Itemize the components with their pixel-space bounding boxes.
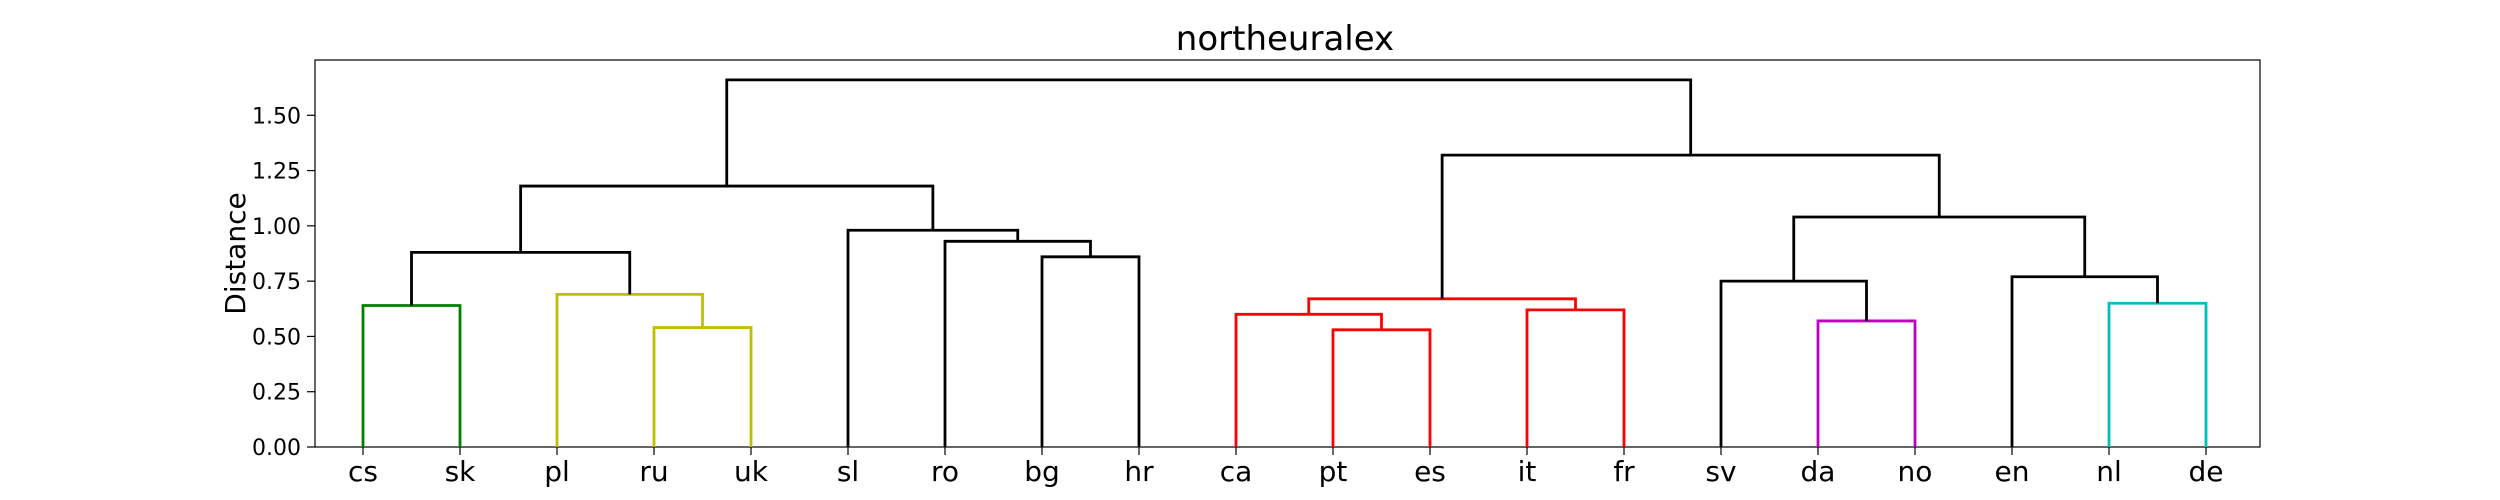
leaf-label-bg: bg — [1024, 455, 1060, 488]
chart-title: northeuralex — [1176, 19, 1394, 59]
dendrogram-link-1 — [652, 326, 753, 447]
leaf-label-pl: pl — [544, 455, 570, 488]
dendrogram-link-8 — [1331, 328, 1432, 447]
y-tick-label: 0.00 — [252, 436, 301, 461]
leaf-label-it: it — [1518, 455, 1537, 488]
y-axis-label: Distance — [219, 192, 252, 314]
dendrogram-link-16 — [1792, 215, 2087, 282]
dendrogram-link-18 — [725, 78, 1693, 187]
leaf-label-sv: sv — [1705, 455, 1736, 488]
dendrogram-link-5 — [943, 239, 1092, 447]
y-axis-ticks: 0.00 0.25 0.50 0.75 1.00 1.25 1.50 — [252, 104, 315, 461]
y-tick-label: 0.50 — [252, 325, 301, 350]
leaf-label-ca: ca — [1220, 455, 1253, 488]
y-tick-label: 0.25 — [252, 381, 301, 406]
leaf-label-cs: cs — [348, 455, 378, 488]
leaf-label-hr: hr — [1124, 455, 1154, 488]
y-tick-label: 0.75 — [252, 270, 301, 295]
dendrogram-link-9 — [1234, 312, 1383, 447]
dendrogram-link-13 — [1719, 279, 1868, 447]
dendrogram-link-14 — [2107, 301, 2208, 447]
dendrogram-link-2 — [555, 293, 704, 447]
dendrogram-link-7 — [519, 184, 935, 253]
dendrogram-link-11 — [1307, 297, 1577, 315]
leaf-label-sk: sk — [445, 455, 477, 488]
leaf-label-es: es — [1414, 455, 1446, 488]
dendrogram-link-4 — [1040, 255, 1141, 447]
dendrogram-link-12 — [1816, 319, 1917, 447]
y-tick-label: 1.25 — [252, 160, 301, 185]
plot-frame — [314, 59, 2261, 448]
y-tick-label: 1.50 — [252, 104, 301, 129]
leaf-label-uk: uk — [734, 455, 769, 488]
leaf-label-da: da — [1801, 455, 1836, 488]
leaf-label-nl: nl — [2096, 455, 2122, 488]
leaf-label-ro: ro — [931, 455, 959, 488]
x-axis-ticks: cs sk pl ru uk sl ro bg hr ca pt es it fr sv da no en nl de — [348, 447, 2224, 488]
dendrogram-link-3 — [410, 250, 632, 306]
leaf-label-sl: sl — [837, 455, 859, 488]
y-tick-label: 1.00 — [252, 215, 301, 240]
plot-area: 0.00 0.25 0.50 0.75 1.00 1.25 1.50 cs sk pl ru uk s… — [252, 59, 2261, 488]
dendrogram-link-10 — [1525, 308, 1626, 447]
leaf-label-fr: fr — [1613, 455, 1635, 488]
leaf-label-en: en — [1995, 455, 2030, 488]
leaf-label-no: no — [1898, 455, 1933, 488]
leaf-label-ru: ru — [639, 455, 668, 488]
dendrogram-link-0 — [361, 304, 462, 447]
dendrogram-link-17 — [1440, 153, 1941, 299]
dendrogram-links — [361, 78, 2208, 447]
leaf-label-de: de — [2189, 455, 2224, 488]
dendrogram-link-6 — [846, 228, 1020, 447]
leaf-label-pt: pt — [1319, 455, 1348, 488]
